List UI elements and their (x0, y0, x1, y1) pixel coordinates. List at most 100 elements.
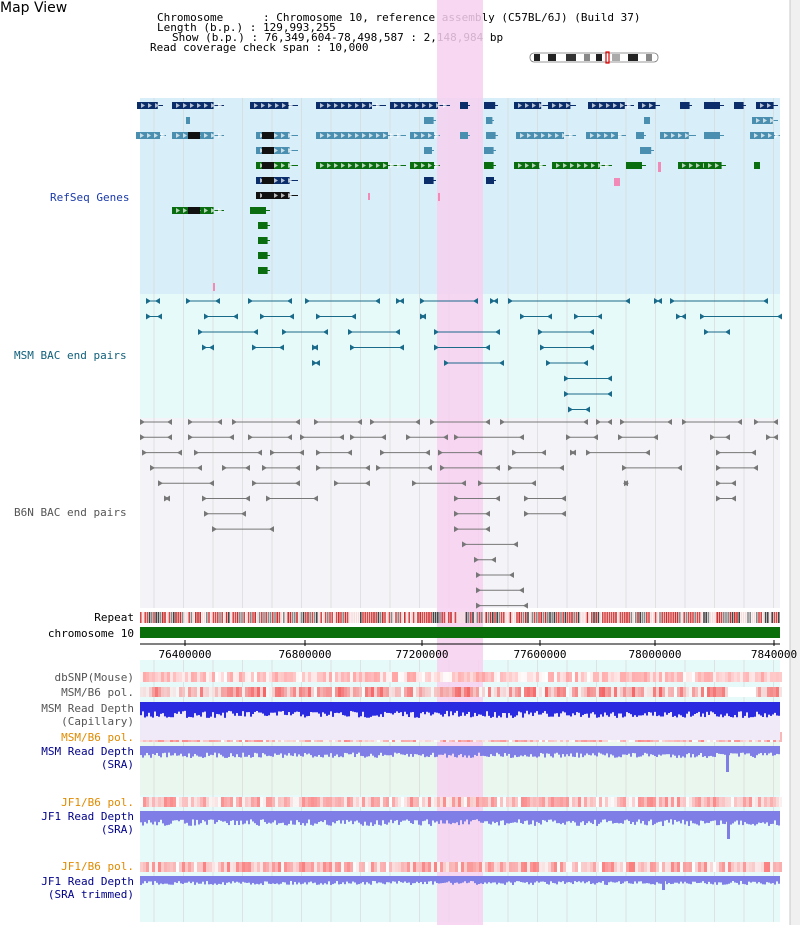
depth-bar (628, 746, 630, 754)
repeat-element (580, 612, 582, 623)
polymorphism-cell (602, 672, 605, 682)
polymorphism-cell (572, 797, 575, 807)
polymorphism-cell (383, 862, 386, 872)
msm-read-depth-cap-label[interactable]: MSM Read Depth (41, 702, 134, 715)
depth-bar (348, 746, 350, 755)
polymorphism-cell (524, 862, 527, 872)
depth-bar (520, 702, 522, 713)
depth-bar (518, 746, 520, 757)
polymorphism-cell (752, 862, 755, 872)
depth-bar (740, 811, 742, 821)
depth-bar (314, 746, 316, 757)
depth-bar (232, 702, 234, 714)
b6n-bac-pair-end (188, 434, 193, 441)
gene-strand-arrow (211, 133, 215, 138)
polymorphism-cell (767, 862, 770, 872)
polymorphism-cell (206, 687, 209, 697)
depth-bar (264, 811, 266, 823)
polymorphism-cell (683, 797, 686, 807)
depth-bar (412, 746, 414, 757)
polymorphism-cell (608, 797, 611, 807)
depth-bar (268, 876, 270, 884)
polymorphism-cell (428, 687, 431, 697)
polymorphism-cell (449, 862, 452, 872)
repeat-element (762, 612, 765, 623)
polymorphism-cell (224, 797, 227, 807)
repeat-element (258, 612, 261, 623)
depth-bar (406, 746, 408, 754)
depth-bar (640, 876, 642, 882)
depth-bar (298, 746, 300, 755)
depth-bar (614, 811, 616, 824)
depth-bar (646, 746, 648, 754)
jf1-b6-pol-2-label[interactable]: JF1/B6 pol. (61, 860, 134, 873)
polymorphism-cell (368, 672, 371, 682)
depth-bar (242, 811, 244, 825)
polymorphism-cell (485, 797, 488, 807)
depth-bar (742, 702, 744, 718)
msm-bac-pair-end (350, 344, 355, 351)
msm-read-depth-sra-label[interactable]: MSM Read Depth (41, 745, 134, 758)
polymorphism-cell (281, 862, 284, 872)
depth-bar (198, 876, 200, 884)
depth-bar (156, 876, 158, 883)
polymorphism-cell (269, 672, 272, 682)
polymorphism-cell (341, 687, 344, 697)
jf1-b6-pol-label[interactable]: JF1/B6 pol. (61, 796, 134, 809)
depth-bar (466, 811, 468, 820)
repeat-element (331, 612, 333, 623)
polymorphism-cell (635, 862, 638, 872)
polymorphism-cell (455, 687, 458, 697)
gene-strand-arrow (274, 133, 278, 138)
depth-bar (362, 811, 364, 826)
depth-bar (698, 746, 700, 756)
depth-bar (548, 702, 550, 717)
refseq-genes-label[interactable]: RefSeq Genes (50, 191, 130, 204)
polymorphism-cell (707, 797, 710, 807)
depth-bar (566, 811, 568, 822)
depth-bar (404, 746, 406, 756)
polymorphism-cell (662, 687, 665, 697)
depth-bar (262, 876, 264, 885)
polymorphism-cell (617, 797, 620, 807)
msm-b6-pol-label[interactable]: MSM/B6 pol. (61, 686, 134, 699)
depth-bar (422, 876, 424, 885)
depth-bar (452, 811, 454, 823)
polymorphism-cell (275, 687, 278, 697)
b6n-bac-pair-end (710, 434, 715, 441)
depth-bar (464, 811, 466, 822)
polymorphism-cell (686, 687, 689, 697)
polymorphism-cell (686, 797, 689, 807)
polymorphism-cell (698, 862, 701, 872)
jf1-read-depth-sra-label[interactable]: JF1 Read Depth (41, 810, 134, 823)
repeat-element (500, 612, 503, 623)
repeat-element (357, 612, 360, 623)
b6n-bac-pair-end (204, 510, 209, 517)
polymorphism-cell (623, 672, 626, 682)
jf1-read-depth-trim-label[interactable]: JF1 Read Depth (41, 875, 134, 888)
polymorphism-cell (581, 672, 584, 682)
depth-bar (626, 811, 628, 820)
depth-bar (742, 746, 744, 753)
msm-b6-pol-sra-label[interactable]: MSM/B6 pol. (61, 731, 134, 744)
polymorphism-cell (713, 797, 716, 807)
ideogram-band (628, 54, 638, 61)
depth-bar (630, 746, 632, 757)
polymorphism-cell (671, 797, 674, 807)
dbsnp-label[interactable]: dbSNP(Mouse) (54, 671, 134, 684)
depth-bar (490, 746, 492, 755)
depth-bar (250, 876, 252, 885)
depth-bar (774, 876, 776, 885)
polymorphism-cell (476, 797, 479, 807)
depth-bar (464, 746, 466, 756)
b6n-bac-label[interactable]: B6N BAC end pairs (14, 506, 127, 519)
polymorphism-cell (341, 797, 344, 807)
polymorphism-cell (425, 797, 428, 807)
repeat-element (494, 612, 496, 623)
msm-bac-label[interactable]: MSM BAC end pairs (14, 349, 127, 362)
depth-bar (478, 876, 480, 884)
depth-bar (320, 876, 322, 884)
repeat-element (577, 612, 580, 623)
depth-bar (514, 876, 516, 883)
